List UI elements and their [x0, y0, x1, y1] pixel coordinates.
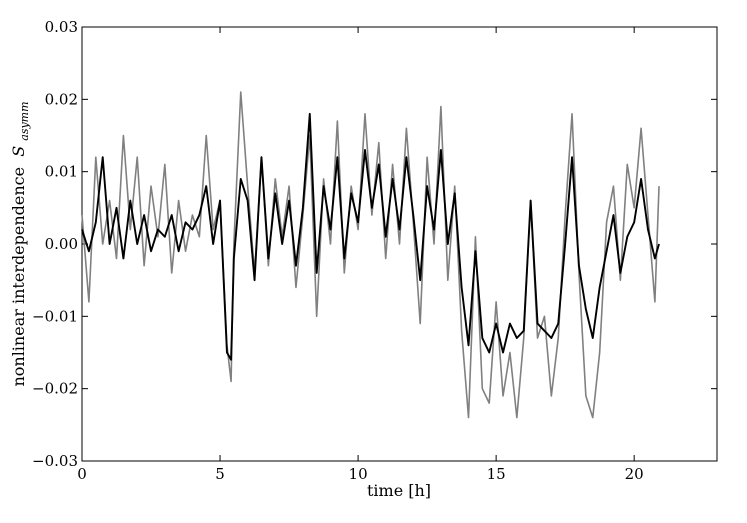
y-axis-label-subscript: asymm: [18, 101, 31, 140]
x-tick-label: 10: [349, 465, 368, 483]
x-tick-label: 15: [487, 465, 506, 483]
y-tick-label: 0.03: [45, 18, 78, 36]
x-tick-label: 0: [77, 465, 87, 483]
y-tick-label: −0.03: [32, 452, 78, 470]
x-axis-label: time [h]: [367, 481, 431, 500]
y-tick-label: 0.01: [45, 163, 78, 181]
y-axis-label: nonlinear interdependence S asymm: [9, 101, 31, 386]
y-axis-label-text: nonlinear interdependence: [9, 167, 28, 387]
series-line-gray: [81, 91, 660, 419]
y-tick-label: 0.02: [45, 90, 78, 108]
y-axis-ticks: −0.03 −0.02 −0.01 0.00 0.01 0.02 0.03: [32, 18, 717, 470]
y-tick-label: −0.02: [32, 380, 78, 398]
x-tick-label: 20: [625, 465, 644, 483]
x-tick-label: 5: [215, 465, 225, 483]
y-tick-label: 0.00: [45, 235, 78, 253]
series-layer: [81, 91, 660, 419]
y-axis-label-symbol: S: [9, 146, 28, 157]
y-tick-label: −0.01: [32, 307, 78, 325]
x-axis-ticks: 0 5 10 15 20: [77, 27, 644, 483]
series-line-black: [81, 112, 660, 361]
